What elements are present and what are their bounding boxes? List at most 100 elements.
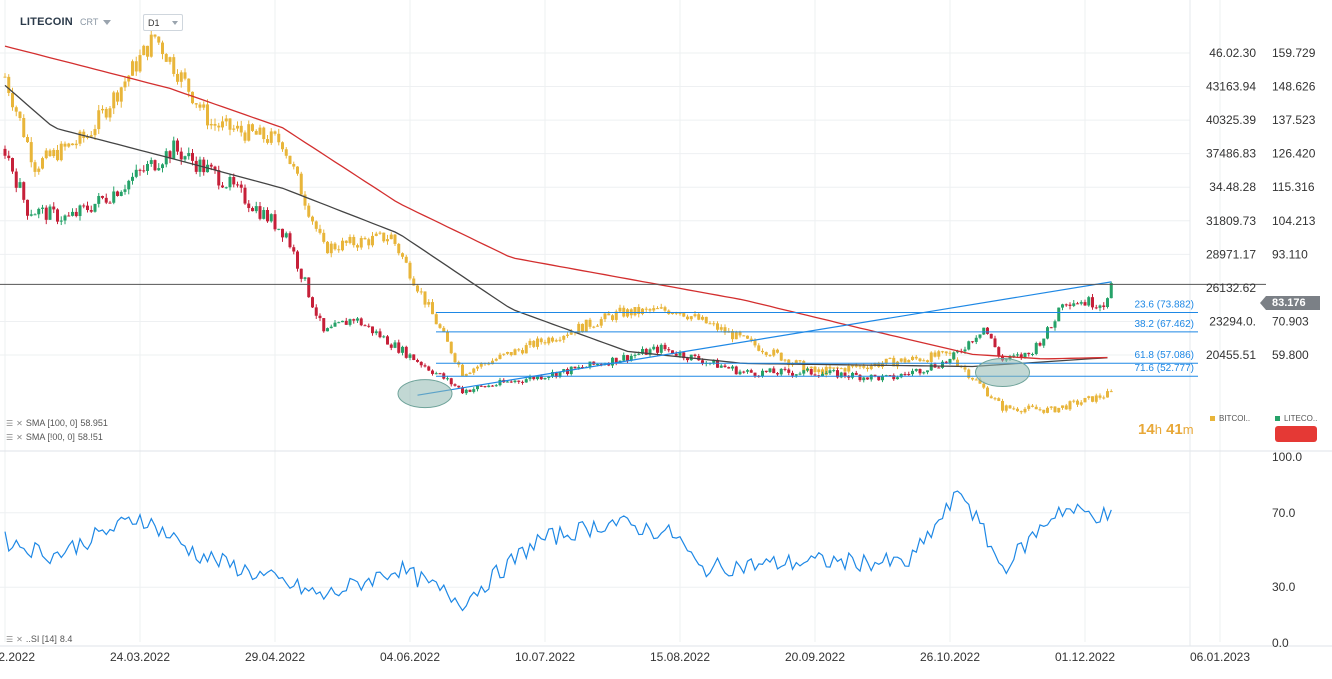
ltc-candle	[551, 372, 554, 377]
btc-candle	[832, 367, 836, 369]
indicator-sma-1[interactable]: ☰ ✕ SMA [100, 0] 58.951	[6, 418, 108, 428]
sma200-line	[4, 45, 1108, 360]
ltc-candle	[663, 344, 667, 350]
btc-candle	[404, 256, 408, 263]
ltc-candle	[806, 368, 809, 371]
ltc-candle	[513, 380, 517, 383]
ltc-candle	[697, 355, 701, 361]
ltc-candle	[521, 381, 524, 383]
btc-candle	[896, 361, 899, 367]
indicator-sma-2[interactable]: ☰ ✕ SMA [!00, 0] 58.!51	[6, 432, 103, 442]
ltc-candle	[1034, 343, 1038, 354]
btc-candle	[202, 104, 206, 108]
ltc-candle	[847, 376, 851, 378]
close-icon[interactable]: ✕	[16, 432, 23, 442]
ltc-candle	[768, 368, 772, 372]
legend-swatch	[1210, 416, 1215, 421]
ltc-candle	[558, 371, 562, 377]
x-tick-label: 04.06.2022	[380, 650, 440, 664]
btc-candle	[326, 241, 329, 254]
ltc-candle	[416, 360, 419, 362]
y-tick-label-ltc: 59.800	[1272, 348, 1309, 362]
btc-candle	[1023, 408, 1027, 413]
btc-candle	[862, 365, 866, 368]
y-tick-label-btc: 26132.62	[1206, 281, 1256, 295]
ltc-candle	[243, 187, 247, 204]
ltc-candle	[929, 364, 933, 371]
btc-candle	[509, 351, 513, 356]
ltc-candle	[802, 370, 806, 374]
btc-candle	[851, 365, 854, 367]
ltc-candle	[93, 203, 97, 212]
indicator-rsi[interactable]: ☰ ✕ ..SI [14] 8.4	[6, 634, 72, 644]
ltc-candle	[131, 176, 134, 181]
close-icon[interactable]: ✕	[16, 418, 23, 428]
menu-icon[interactable]: ☰	[6, 418, 14, 428]
ltc-candle	[97, 195, 101, 204]
btc-candle	[772, 349, 776, 356]
btc-candle	[866, 367, 869, 370]
ltc-candle	[119, 191, 123, 196]
btc-candle	[536, 338, 539, 347]
ltc-candle	[281, 228, 284, 238]
y-tick-label-btc: 43163.94	[1206, 80, 1256, 94]
btc-candle	[1031, 405, 1034, 407]
btc-candle	[723, 327, 727, 333]
ltc-candle	[622, 355, 626, 361]
btc-candle	[213, 123, 217, 126]
ltc-candle	[723, 365, 727, 368]
btc-candle	[757, 345, 761, 351]
btc-candle	[251, 124, 254, 131]
btc-candle	[446, 331, 449, 342]
ltc-candle	[716, 359, 719, 368]
ltc-candle	[221, 185, 224, 188]
btc-candle	[112, 92, 116, 109]
btc-candle	[993, 398, 997, 400]
sell-button[interactable]	[1275, 426, 1317, 442]
ltc-candle	[371, 326, 374, 334]
ltc-candle	[1076, 303, 1079, 305]
btc-candle	[131, 61, 134, 76]
y-tick-label-ltc: 93.110	[1272, 247, 1308, 261]
btc-candle	[104, 108, 108, 118]
btc-candle	[1049, 406, 1053, 408]
ltc-candle	[753, 372, 757, 376]
ltc-candle	[269, 214, 273, 222]
feed-dropdown[interactable]: CRT	[80, 14, 112, 30]
btc-candle	[22, 118, 26, 138]
btc-candle	[161, 42, 164, 55]
btc-candle	[746, 335, 749, 339]
btc-candle	[1098, 395, 1102, 398]
btc-candle	[378, 232, 382, 234]
btc-candle	[551, 337, 554, 342]
btc-candle	[577, 323, 581, 334]
btc-candle	[401, 253, 404, 257]
btc-candle	[1083, 397, 1087, 403]
btc-candle	[277, 133, 281, 143]
menu-icon[interactable]: ☰	[6, 432, 14, 442]
btc-candle	[607, 313, 611, 316]
x-tick-label: 01.12.2022	[1055, 650, 1115, 664]
btc-candle	[397, 243, 401, 254]
btc-candle	[892, 357, 896, 367]
close-icon[interactable]: ✕	[16, 634, 23, 644]
btc-candle	[986, 387, 989, 397]
timeframe-select[interactable]: D1	[143, 14, 183, 31]
btc-candle	[221, 121, 224, 128]
btc-candle	[93, 129, 97, 136]
menu-icon[interactable]: ☰	[6, 634, 14, 644]
ltc-candle	[581, 366, 584, 368]
btc-candle	[554, 340, 558, 342]
chevron-down-icon	[103, 19, 112, 25]
ltc-candle	[382, 336, 386, 338]
fib-label: 38.2 (67.462)	[1135, 319, 1195, 330]
btc-candle	[847, 365, 851, 372]
ltc-candle	[956, 351, 959, 353]
ltc-candle	[363, 325, 367, 327]
ltc-candle	[356, 318, 359, 321]
ltc-candle	[487, 385, 491, 388]
ltc-candle	[982, 327, 986, 335]
btc-candle	[528, 340, 532, 346]
